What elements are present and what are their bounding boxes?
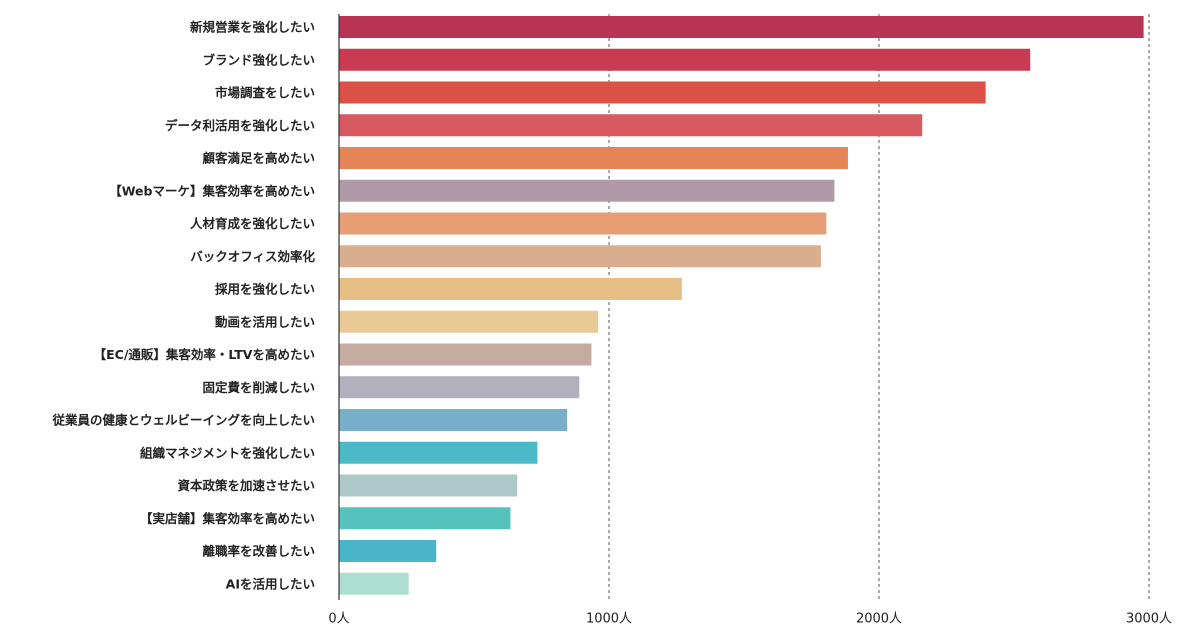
category-label-14: 資本政策を加速させたい xyxy=(177,478,315,493)
bar-8 xyxy=(339,278,682,300)
bar-7 xyxy=(339,245,821,268)
bar-6 xyxy=(339,212,827,235)
category-label-10: 【EC/通販】集客効率・LTVを高めたい xyxy=(94,347,315,362)
category-label-3: データ利活用を強化したい xyxy=(165,118,315,133)
category-label-16: 離職率を改善したい xyxy=(202,544,315,559)
category-label-11: 固定費を削減したい xyxy=(202,380,315,395)
bar-layer xyxy=(339,16,1144,595)
x-tick-label-3000: 3000人 xyxy=(1126,612,1172,627)
bar-2 xyxy=(339,81,986,104)
bar-14 xyxy=(339,474,518,497)
x-tick-label-2000: 2000人 xyxy=(856,612,902,627)
bar-4 xyxy=(339,147,848,169)
bar-10 xyxy=(339,343,592,366)
bar-12 xyxy=(339,409,568,431)
category-label-7: バックオフィス効率化 xyxy=(190,249,315,264)
category-label-2: 市場調査をしたい xyxy=(215,85,315,100)
category-label-12: 従業員の健康とウェルビーイングを向上したい xyxy=(51,413,315,428)
label-layer: 新規営業を強化したいブランド強化したい市場調査をしたいデータ利活用を強化したい顧… xyxy=(51,20,1172,627)
category-label-8: 採用を強化したい xyxy=(215,282,315,297)
category-label-0: 新規営業を強化したい xyxy=(190,20,315,35)
category-label-9: 動画を活用したい xyxy=(215,314,315,329)
bar-5 xyxy=(339,179,835,202)
x-tick-label-0: 0人 xyxy=(328,612,349,627)
bar-3 xyxy=(339,114,923,137)
bar-9 xyxy=(339,310,599,333)
bar-15 xyxy=(339,507,511,530)
bar-0 xyxy=(339,16,1144,38)
category-label-17: AIを活用したい xyxy=(226,576,315,591)
bar-11 xyxy=(339,376,580,399)
bar-16 xyxy=(339,540,437,562)
bar-13 xyxy=(339,441,538,464)
category-label-13: 組織マネジメントを強化したい xyxy=(140,445,315,460)
bar-17 xyxy=(339,572,409,595)
x-tick-label-1000: 1000人 xyxy=(586,612,632,627)
category-label-4: 顧客満足を高めたい xyxy=(202,151,315,166)
bar-1 xyxy=(339,48,1031,71)
grid-layer xyxy=(608,14,1150,600)
category-label-6: 人材育成を強化したい xyxy=(190,216,315,231)
category-label-5: 【Webマーケ】集客効率を高めたい xyxy=(109,183,315,198)
category-label-15: 【実店舗】集客効率を高めたい xyxy=(140,511,315,526)
category-label-1: ブランド強化したい xyxy=(202,52,315,67)
